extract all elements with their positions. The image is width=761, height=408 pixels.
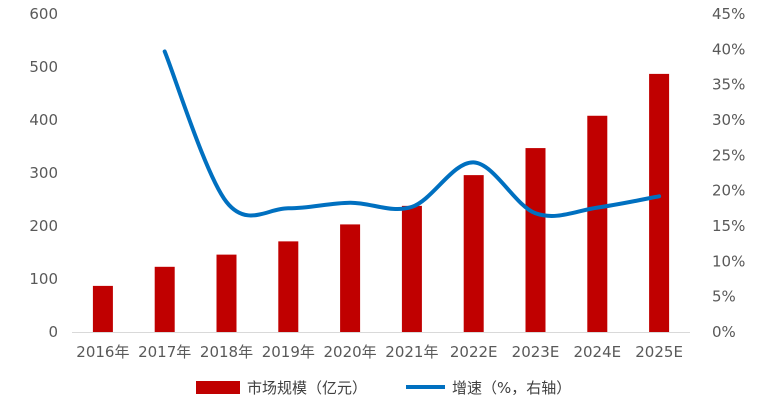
x-tick-label: 2019年 — [262, 343, 315, 361]
x-tick-label: 2025E — [635, 343, 683, 361]
y-right-tick-label: 35% — [712, 76, 745, 94]
x-tick-label: 2023E — [512, 343, 560, 361]
bar — [340, 224, 361, 332]
y-left-tick-label: 500 — [29, 58, 58, 76]
bar — [154, 266, 175, 332]
legend-bar-label: 市场规模（亿元） — [247, 379, 367, 397]
bar — [216, 254, 237, 332]
y-left-tick-label: 100 — [29, 270, 58, 288]
y-left-tick-label: 0 — [48, 323, 58, 341]
y-left-tick-label: 600 — [29, 5, 58, 23]
y-right-tick-label: 10% — [712, 252, 745, 270]
y-right-tick-label: 5% — [712, 288, 736, 306]
y-right-tick-label: 45% — [712, 5, 745, 23]
x-tick-label: 2021年 — [385, 343, 438, 361]
x-tick-label: 2022E — [450, 343, 498, 361]
bar-series — [92, 73, 670, 332]
y-left-tick-label: 300 — [29, 164, 58, 182]
x-tick-label: 2016年 — [76, 343, 129, 361]
bar — [463, 175, 484, 332]
x-tick-label: 2024E — [573, 343, 621, 361]
growth-line — [162, 49, 662, 218]
legend: 市场规模（亿元） 增速（%，右轴） — [196, 379, 571, 397]
y-right-tick-label: 15% — [712, 217, 745, 235]
y-axis-left: 0 100 200 300 400 500 600 — [29, 5, 58, 341]
y-right-tick-label: 40% — [712, 40, 745, 58]
y-left-tick-label: 200 — [29, 217, 58, 235]
bar — [649, 73, 670, 332]
y-right-tick-label: 20% — [712, 182, 745, 200]
x-axis: 2016年 2017年 2018年 2019年 2020年 2021年 2022E 2023E… — [76, 343, 683, 361]
y-right-tick-label: 25% — [712, 146, 745, 164]
bar — [278, 241, 299, 332]
bar — [92, 285, 113, 332]
y-axis-right: 0% 5% 10% 15% 20% 25% 30% 35% 40% 45% — [712, 5, 745, 341]
x-tick-label: 2017年 — [138, 343, 191, 361]
y-left-tick-label: 400 — [29, 111, 58, 129]
bar — [525, 148, 546, 332]
y-right-tick-label: 30% — [712, 111, 745, 129]
y-right-tick-label: 0% — [712, 323, 736, 341]
x-tick-label: 2020年 — [324, 343, 377, 361]
legend-bar-swatch — [196, 381, 240, 394]
bar — [401, 205, 422, 332]
x-tick-label: 2018年 — [200, 343, 253, 361]
legend-line-label: 增速（%，右轴） — [452, 379, 571, 397]
bar — [587, 115, 608, 332]
